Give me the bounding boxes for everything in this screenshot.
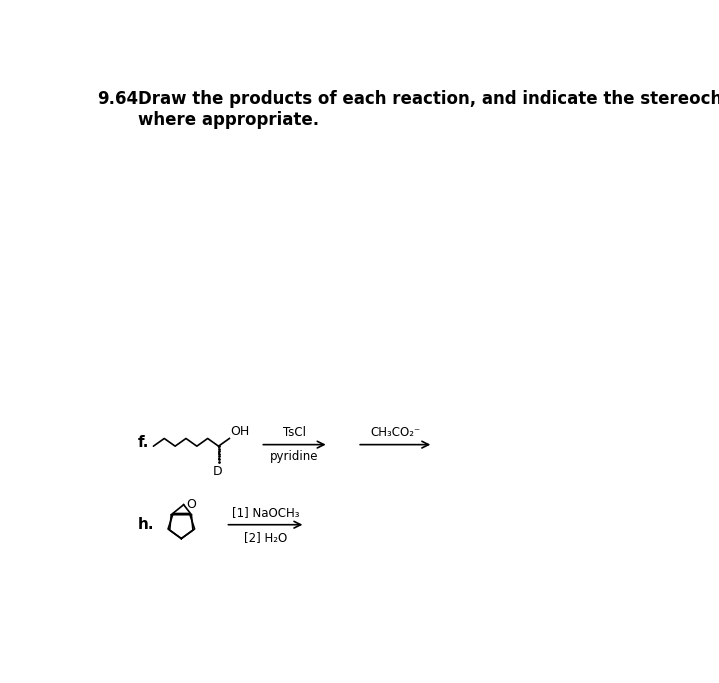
Text: O: O [186,498,196,511]
Text: D: D [213,464,223,477]
Text: [2] H₂O: [2] H₂O [244,531,287,544]
Text: CH₃CO₂⁻: CH₃CO₂⁻ [370,426,421,439]
Text: pyridine: pyridine [270,450,319,463]
Text: OH: OH [230,425,249,438]
Text: 9.64: 9.64 [98,90,139,109]
Text: [1] NaOCH₃: [1] NaOCH₃ [232,505,299,518]
Text: Draw the products of each reaction, and indicate the stereochemistry
where appro: Draw the products of each reaction, and … [138,90,719,129]
Text: TsCl: TsCl [283,426,306,439]
Text: h.: h. [138,517,155,532]
Text: f.: f. [138,435,150,450]
